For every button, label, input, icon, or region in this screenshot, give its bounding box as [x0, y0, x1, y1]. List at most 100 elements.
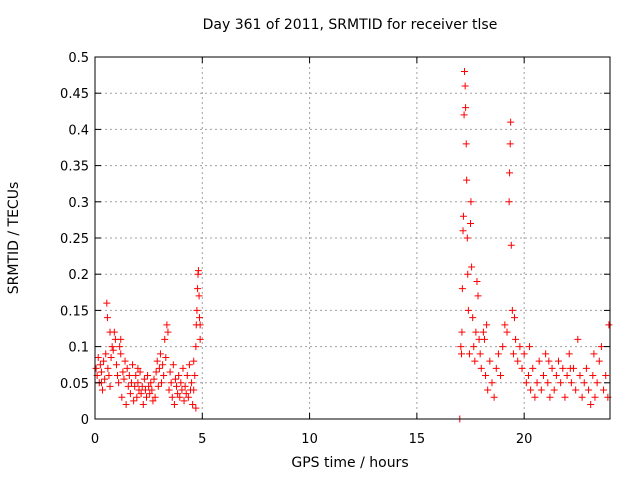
data-point [589, 372, 597, 380]
data-point [124, 382, 132, 390]
data-point [107, 353, 115, 361]
data-point [537, 386, 545, 394]
data-point [167, 379, 175, 387]
data-point [194, 285, 202, 293]
data-point [177, 379, 185, 387]
data-point [118, 393, 126, 401]
data-point [595, 357, 603, 365]
data-point [194, 267, 202, 275]
data-point [154, 382, 162, 390]
data-point [463, 176, 471, 184]
data-point [180, 397, 188, 405]
axis-ticks: 0 0.05 0.1 0.15 0.2 0.25 0.3 0.35 0.4 0.45 0.5 0 5 10… [60, 51, 610, 447]
data-point [122, 401, 130, 409]
data-point [459, 227, 467, 235]
data-point [132, 372, 140, 380]
data-point [518, 364, 526, 372]
data-point [461, 67, 469, 75]
x-tick-label: 20 [516, 432, 533, 447]
data-point [465, 350, 473, 358]
data-point [552, 372, 560, 380]
data-point [499, 343, 507, 351]
data-point [192, 343, 200, 351]
data-point [467, 220, 475, 228]
data-point [171, 375, 179, 383]
data-point [116, 343, 124, 351]
data-point [591, 393, 599, 401]
x-tick-label: 15 [409, 432, 426, 447]
data-point [175, 372, 183, 380]
data-point [144, 372, 152, 380]
data-point [529, 364, 537, 372]
data-point [115, 379, 123, 387]
data-point [546, 393, 554, 401]
y-tick-label: 0.45 [60, 87, 89, 102]
data-point [169, 361, 177, 369]
data-point [467, 198, 475, 206]
data-point [155, 364, 163, 372]
data-point [165, 386, 173, 394]
data-point [126, 390, 134, 398]
data-point [153, 357, 161, 365]
data-point [539, 372, 547, 380]
data-point [555, 357, 562, 365]
data-point [585, 386, 593, 394]
data-point [514, 357, 522, 365]
data-point [550, 386, 558, 394]
data-point [192, 404, 200, 412]
data-point [130, 397, 138, 405]
data-point [477, 364, 485, 372]
data-point [109, 346, 117, 354]
data-point [582, 364, 590, 372]
y-tick-label: 0.1 [68, 341, 89, 356]
data-point [125, 372, 133, 380]
data-point [511, 314, 519, 322]
data-point [121, 357, 129, 365]
data-point [542, 350, 550, 358]
data-point [129, 361, 137, 369]
x-tick-label: 10 [301, 432, 318, 447]
data-point [176, 393, 184, 401]
data-point [503, 328, 511, 336]
data-point [458, 285, 466, 293]
data-point [138, 382, 146, 390]
data-point [587, 401, 595, 409]
data-point [96, 361, 104, 369]
data-point [470, 343, 478, 351]
data-point [593, 379, 601, 387]
data-point [561, 393, 569, 401]
data-point [183, 372, 191, 380]
data-point [92, 364, 100, 372]
data-point [184, 393, 192, 401]
data-point [174, 390, 182, 398]
data-point [563, 372, 571, 380]
y-tick-label: 0.25 [60, 232, 89, 247]
data-point [508, 306, 516, 314]
data-point [191, 372, 199, 380]
data-point [527, 386, 535, 394]
data-point [533, 379, 541, 387]
data-point [148, 386, 156, 394]
data-point [597, 343, 605, 351]
data-point [112, 361, 120, 369]
data-point [195, 292, 203, 300]
data-point [602, 372, 610, 380]
data-point [170, 401, 178, 409]
data-point [507, 118, 515, 126]
y-tick-label: 0.4 [68, 123, 89, 138]
data-point [576, 372, 584, 380]
grid [95, 57, 610, 419]
data-point [190, 357, 198, 365]
data-point [120, 375, 128, 383]
y-tick-label: 0.05 [60, 377, 89, 392]
data-point [522, 379, 530, 387]
data-point [137, 390, 145, 398]
data-point [185, 361, 193, 369]
data-point [143, 393, 150, 401]
data-point [162, 353, 170, 361]
data-point [460, 111, 468, 119]
data-point [458, 350, 466, 358]
data-point [152, 368, 160, 376]
data-point [161, 335, 169, 343]
data-point [565, 350, 573, 358]
